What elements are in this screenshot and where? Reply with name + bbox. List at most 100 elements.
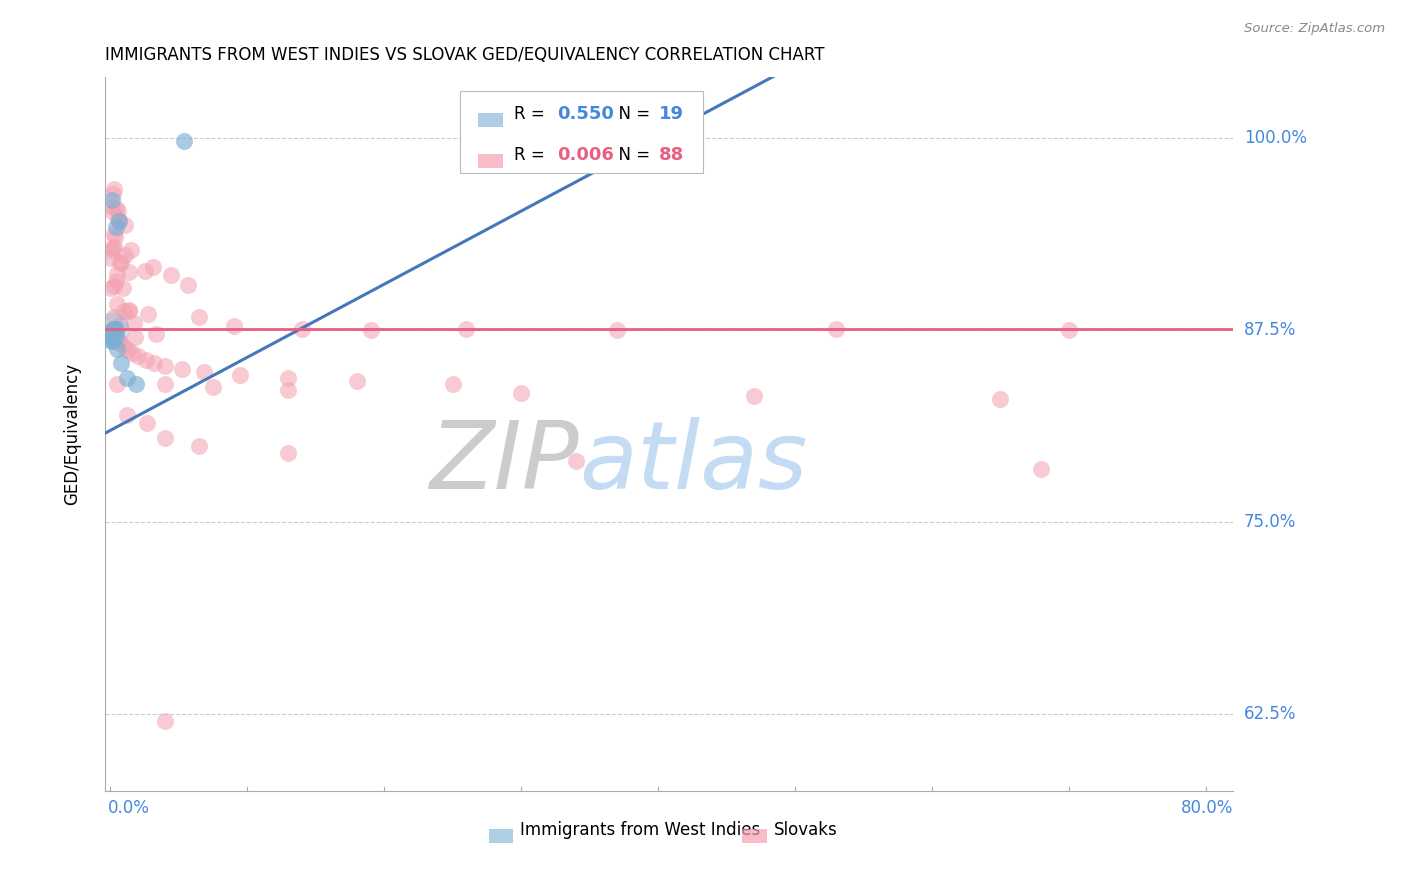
Point xyxy=(143,356,166,370)
Text: 19: 19 xyxy=(659,105,683,123)
Point xyxy=(105,331,128,345)
Point xyxy=(134,264,156,278)
Text: atlas: atlas xyxy=(579,417,807,508)
Point xyxy=(114,248,136,262)
Point xyxy=(103,328,125,343)
Point xyxy=(101,241,124,255)
Point xyxy=(101,193,124,207)
Text: 0.550: 0.550 xyxy=(557,105,614,123)
Text: IMMIGRANTS FROM WEST INDIES VS SLOVAK GED/EQUIVALENCY CORRELATION CHART: IMMIGRANTS FROM WEST INDIES VS SLOVAK GE… xyxy=(105,46,824,64)
Text: GED/Equivalency: GED/Equivalency xyxy=(63,363,82,505)
Point xyxy=(117,303,139,318)
Point xyxy=(117,343,139,358)
Point xyxy=(101,334,124,348)
Point xyxy=(103,322,125,336)
Point xyxy=(104,328,127,343)
Point xyxy=(142,260,165,275)
Point xyxy=(104,220,127,235)
Point xyxy=(110,318,132,332)
Point xyxy=(606,323,628,337)
Point xyxy=(105,274,128,288)
Point xyxy=(441,377,464,392)
Point xyxy=(101,334,124,348)
Point xyxy=(101,331,124,345)
Point xyxy=(125,377,148,392)
Point xyxy=(277,384,299,398)
Text: R =: R = xyxy=(515,146,551,164)
Point xyxy=(105,267,128,281)
Point xyxy=(103,279,125,293)
Text: 100.0%: 100.0% xyxy=(1244,129,1308,147)
Point xyxy=(105,201,128,215)
Point xyxy=(160,268,183,282)
Point xyxy=(122,316,145,330)
Point xyxy=(565,454,588,468)
Point xyxy=(103,310,125,324)
Point xyxy=(101,326,124,341)
Point xyxy=(104,230,127,244)
Point xyxy=(1057,323,1080,337)
Point xyxy=(118,265,141,279)
Point xyxy=(229,368,252,382)
Point xyxy=(104,322,127,336)
Point xyxy=(291,322,314,336)
Point xyxy=(277,371,299,385)
Point xyxy=(105,342,128,356)
Point xyxy=(188,439,211,453)
Point xyxy=(101,323,124,337)
Text: 88: 88 xyxy=(659,146,685,164)
Point xyxy=(135,352,157,367)
Text: N =: N = xyxy=(607,105,655,123)
Text: Immigrants from West Indies: Immigrants from West Indies xyxy=(520,822,761,839)
Point xyxy=(107,214,129,228)
Point xyxy=(360,323,382,337)
Point xyxy=(107,203,129,218)
FancyBboxPatch shape xyxy=(478,113,503,127)
Point xyxy=(136,416,159,430)
Point xyxy=(101,322,124,336)
Text: 0.006: 0.006 xyxy=(557,146,614,164)
Point xyxy=(107,214,129,228)
Point xyxy=(120,243,142,257)
Point xyxy=(103,187,125,202)
Text: 80.0%: 80.0% xyxy=(1181,799,1233,817)
Point xyxy=(103,240,125,254)
Point xyxy=(105,297,128,311)
Point xyxy=(112,303,135,318)
Point xyxy=(153,377,176,392)
Text: 87.5%: 87.5% xyxy=(1244,321,1296,339)
Point xyxy=(110,356,132,370)
Point xyxy=(153,431,176,445)
Point xyxy=(101,205,124,219)
Point xyxy=(100,251,122,265)
Point xyxy=(103,323,125,337)
Text: ZIP: ZIP xyxy=(429,417,579,508)
Text: 62.5%: 62.5% xyxy=(1244,706,1296,723)
Point xyxy=(202,380,225,394)
Point xyxy=(115,371,138,385)
Point xyxy=(117,304,139,318)
Point xyxy=(825,322,848,336)
Text: R =: R = xyxy=(515,105,551,123)
Text: Source: ZipAtlas.com: Source: ZipAtlas.com xyxy=(1244,22,1385,36)
Point xyxy=(173,135,195,149)
Point xyxy=(124,329,146,343)
Point xyxy=(153,714,176,728)
Point xyxy=(222,318,245,333)
FancyBboxPatch shape xyxy=(742,829,768,843)
Text: 75.0%: 75.0% xyxy=(1244,514,1296,532)
Point xyxy=(145,327,167,342)
Point xyxy=(742,389,765,403)
Point xyxy=(115,408,138,422)
Point xyxy=(101,200,124,214)
Point xyxy=(188,310,211,324)
Point xyxy=(1031,461,1053,475)
Point xyxy=(100,243,122,257)
Point xyxy=(138,307,160,321)
Point xyxy=(112,340,135,354)
Point xyxy=(100,281,122,295)
Point xyxy=(121,346,143,360)
FancyBboxPatch shape xyxy=(488,829,513,843)
Point xyxy=(107,212,129,227)
Point xyxy=(346,374,368,388)
